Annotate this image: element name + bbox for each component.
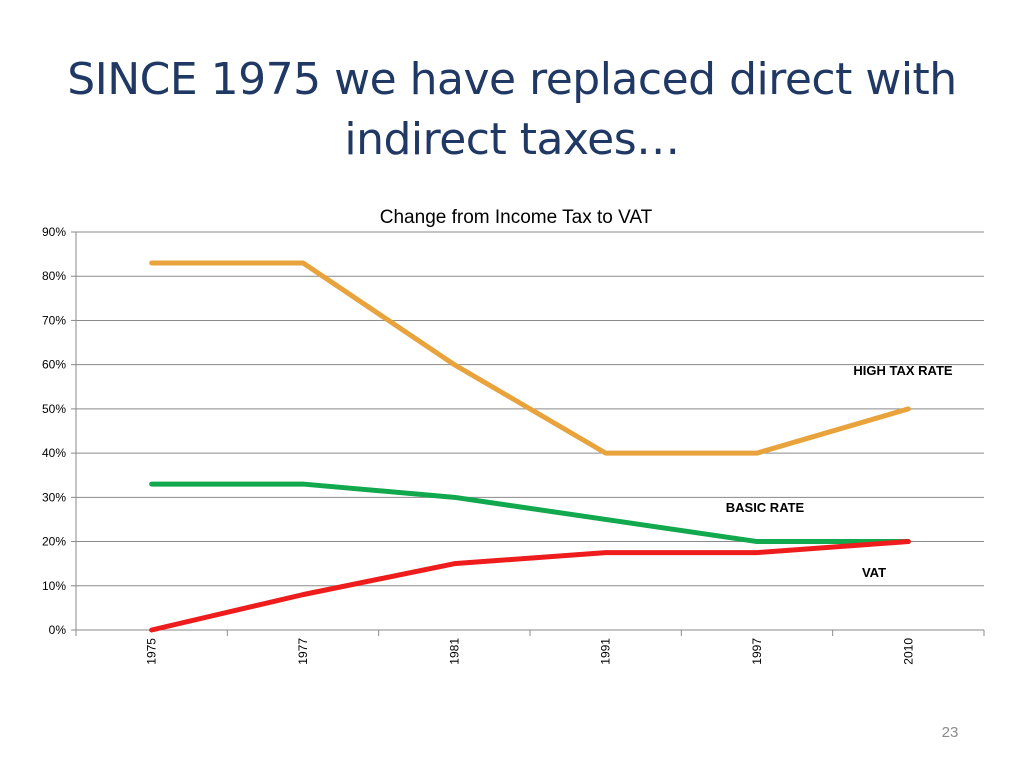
y-tick-label: 0% (49, 623, 67, 637)
x-tick-label: 1991 (599, 638, 613, 665)
x-tick-label: 1977 (296, 638, 310, 665)
gridlines (71, 231, 985, 636)
series-label: VAT (862, 565, 886, 580)
chart-title: Change from Income Tax to VAT (380, 207, 653, 228)
page-number: 23 (941, 724, 959, 741)
x-axis-tick-labels: 1975 1977 1981 1991 1997 2010 (145, 638, 916, 665)
series-line (149, 539, 911, 633)
series-lines (149, 260, 911, 633)
y-tick-label: 40% (42, 446, 66, 460)
series-labels: HIGH TAX RATE BASIC RATE VAT (726, 363, 953, 580)
slide-title-line-2: indirect taxes… (344, 114, 680, 165)
y-tick-label: 50% (42, 402, 66, 416)
series-line (149, 260, 911, 456)
y-tick-label: 30% (42, 490, 66, 504)
y-tick-label: 20% (42, 535, 66, 549)
series-line (149, 481, 911, 545)
x-tick-label: 1981 (447, 638, 461, 665)
y-tick-label: 80% (42, 269, 66, 283)
series-label: HIGH TAX RATE (853, 363, 953, 378)
x-tick-label: 2010 (901, 638, 915, 665)
slide-title: SINCE 1975 we have replaced direct with … (0, 50, 1024, 170)
y-tick-label: 90% (42, 225, 66, 239)
x-tick-label: 1997 (750, 638, 764, 665)
y-tick-label: 10% (42, 579, 66, 593)
line-chart: Change from Income Tax to VAT 0% 10% 20% 30… (42, 207, 985, 665)
y-tick-label: 60% (42, 358, 66, 372)
series-label: BASIC RATE (726, 500, 805, 515)
y-tick-label: 70% (42, 313, 66, 327)
y-axis-tick-labels: 0% 10% 20% 30% 40% 50% 60% 70% 80% 90% (42, 225, 66, 637)
slide-title-line-1: SINCE 1975 we have replaced direct with (67, 54, 957, 105)
x-tick-label: 1975 (145, 638, 159, 665)
